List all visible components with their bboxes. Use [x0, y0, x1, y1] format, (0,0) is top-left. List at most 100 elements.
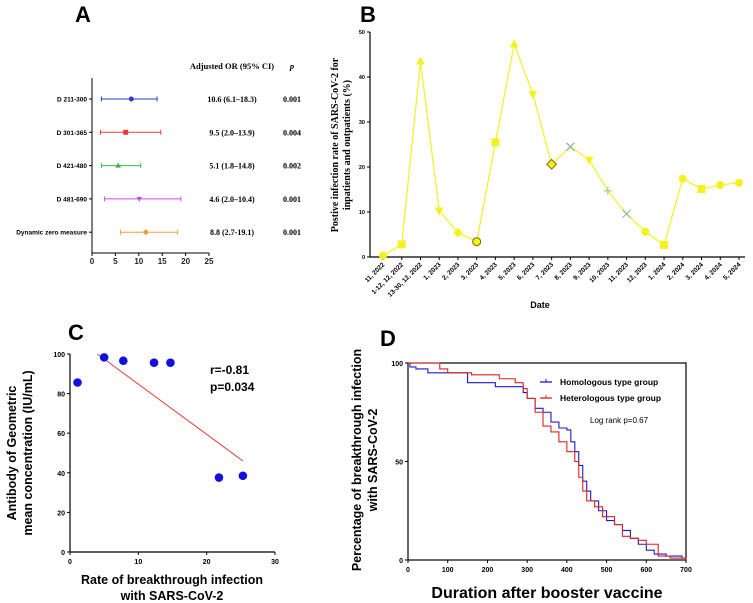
- km-curve-heterologous: [408, 362, 687, 560]
- y-tick-label: 0: [362, 255, 365, 261]
- x-tick-label: 12, 2023: [626, 261, 649, 284]
- x-tick-label: 3, 2023: [460, 261, 481, 282]
- y-axis-title-line1: Antibody of Geometric: [5, 386, 19, 521]
- data-point: [238, 471, 248, 481]
- x-axis-title: Duration after booster vaccine: [431, 585, 662, 602]
- y-tick-label: 40: [57, 471, 65, 478]
- estimate-marker: [143, 229, 149, 235]
- x-tick-label: 600: [640, 567, 652, 574]
- row-label: D 211-300: [57, 97, 87, 104]
- y-tick-label: 0: [399, 558, 403, 565]
- estimate-marker: [115, 162, 121, 168]
- estimate-marker: [123, 129, 129, 135]
- or-value: 9.5 (2.0–13.9): [209, 128, 255, 137]
- x-tick-label: 300: [521, 567, 533, 574]
- row-label: D 481-690: [57, 196, 88, 203]
- x-tick-label: 10: [134, 559, 142, 566]
- log-rank-annotation: Log rank p=0.67: [590, 416, 649, 425]
- y-axis-title-line1: Percentage of breakthrough infection: [350, 349, 364, 571]
- x-tick-label: 4, 2023: [479, 261, 500, 282]
- x-axis-title-line2: with SARS-CoV-2: [120, 589, 224, 603]
- y-tick-label: 20: [57, 510, 65, 517]
- data-point: [622, 209, 631, 219]
- panel-label-b: B: [360, 2, 376, 27]
- y-tick-label: 100: [53, 352, 65, 359]
- or-value: 10.6 (6.1–18.3): [207, 95, 257, 104]
- p-value: 0.001: [283, 95, 301, 104]
- x-tick-label: 400: [561, 567, 573, 574]
- data-point: [166, 358, 175, 368]
- p-value: 0.001: [283, 195, 301, 204]
- x-tick-label: 2, 2023: [441, 261, 462, 282]
- estimate-marker: [128, 96, 134, 102]
- x-tick-label: 4, 2024: [703, 261, 724, 282]
- x-tick-label: 13-30, 12, 2022: [387, 261, 424, 298]
- y-tick-label: 50: [395, 460, 403, 467]
- p-value: 0.001: [283, 228, 301, 237]
- y-tick-label: 60: [57, 431, 65, 438]
- y-axis-title-line1: Postive infection rate of SARS-CoV-2 for: [330, 57, 341, 232]
- data-point: [99, 353, 109, 362]
- data-point: [566, 142, 575, 152]
- survival-curve: Percentage of breakthrough infection wit…: [350, 349, 692, 602]
- data-point: [472, 237, 482, 247]
- or-value: 8.8 (2.7-19.1): [210, 228, 254, 237]
- x-tick-label: 5: [113, 257, 118, 266]
- series-line: [382, 41, 740, 257]
- p-value: 0.004: [283, 128, 301, 137]
- data-point: [416, 56, 425, 65]
- p-value: 0.002: [283, 162, 301, 171]
- data-point: [149, 358, 159, 368]
- x-tick-label: 15: [158, 257, 167, 266]
- x-tick-label: 3, 2024: [685, 261, 706, 282]
- data-point: [119, 356, 128, 366]
- data-point: [509, 39, 519, 48]
- x-tick-label: 8, 2023: [553, 261, 574, 282]
- panel-label-d: D: [380, 326, 396, 351]
- x-tick-label: 5, 2023: [497, 261, 518, 282]
- x-tick-label: 20: [203, 559, 211, 566]
- x-tick-label: 700: [680, 567, 692, 574]
- y-axis-title-line2: inpatients and outpatients (%): [342, 80, 353, 210]
- panel-label-a: A: [75, 2, 91, 27]
- y-tick-label: 0: [61, 550, 65, 557]
- or-header: Adjusted OR (95% CI): [190, 61, 274, 71]
- legend-label: Heterologous type group: [560, 393, 661, 403]
- data-point: [603, 186, 612, 195]
- regression-line: [97, 353, 244, 462]
- data-point: [660, 240, 669, 249]
- x-tick-label: 2, 2024: [666, 261, 687, 282]
- data-point: [697, 185, 706, 194]
- x-tick-label: 1, 2024: [647, 261, 668, 282]
- data-point: [716, 181, 725, 189]
- data-point: [678, 174, 687, 183]
- or-value: 4.6 (2.0–10.4): [209, 195, 255, 204]
- y-tick-label: 40: [359, 75, 365, 81]
- x-tick-label: 0: [90, 257, 95, 266]
- data-point: [735, 178, 743, 187]
- data-point: [214, 473, 224, 482]
- y-tick-label: 20: [359, 165, 365, 171]
- data-point: [397, 240, 406, 249]
- x-tick-label: 5, 2024: [722, 261, 743, 282]
- y-tick-label: 50: [359, 30, 365, 36]
- data-point: [73, 378, 82, 387]
- y-axis-title-line2: with SARS-CoV-2: [366, 409, 380, 513]
- data-point: [491, 138, 500, 147]
- data-point: [379, 251, 387, 260]
- estimate-marker: [136, 196, 143, 202]
- or-value: 5.1 (1.8–14.8): [209, 162, 255, 171]
- forest-plot: Adjusted OR (95% CI) p 0 5 10 15 20 25 D 211-3…: [16, 61, 301, 266]
- p-annotation: p=0.034: [210, 380, 255, 394]
- x-tick-label: 7, 2023: [535, 261, 556, 282]
- p-header: p: [289, 61, 294, 71]
- x-axis-title: Date: [530, 300, 550, 310]
- x-tick-label: 6, 2023: [516, 261, 537, 282]
- panel-label-c: C: [68, 320, 84, 345]
- x-tick-label: 25: [205, 257, 214, 266]
- x-tick-label: 20: [181, 257, 190, 266]
- data-point: [434, 207, 444, 216]
- y-axis-title-line2: mean concentration (IU/mL): [21, 370, 35, 535]
- y-tick-label: 80: [57, 392, 65, 399]
- y-tick-label: 100: [391, 361, 403, 368]
